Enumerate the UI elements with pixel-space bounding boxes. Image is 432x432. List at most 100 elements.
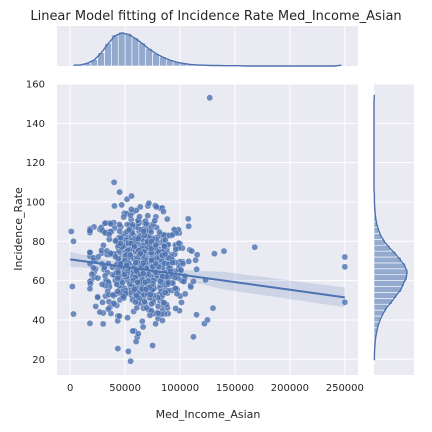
histogram-bar bbox=[124, 33, 133, 67]
histogram-bar bbox=[373, 292, 398, 299]
scatter-point bbox=[135, 330, 142, 337]
scatter-point bbox=[114, 274, 122, 282]
scatter-point bbox=[152, 260, 160, 268]
scatter-point bbox=[120, 213, 127, 221]
scatter-point bbox=[192, 256, 199, 264]
fit-line bbox=[70, 258, 345, 299]
scatter-point bbox=[88, 270, 96, 278]
scatter-point bbox=[160, 208, 167, 215]
scatter-point bbox=[151, 217, 158, 224]
scatter-point bbox=[209, 304, 217, 312]
scatter-point bbox=[92, 303, 99, 310]
histogram-bar bbox=[131, 37, 140, 67]
x-tick-label: 100000 bbox=[161, 383, 199, 394]
scatter-point bbox=[110, 299, 118, 307]
scatter-point bbox=[98, 281, 106, 288]
scatter-point bbox=[162, 289, 169, 296]
scatter-point bbox=[152, 320, 159, 328]
scatter-point bbox=[123, 195, 131, 203]
scatter-point bbox=[220, 247, 228, 255]
scatter-point bbox=[86, 285, 94, 292]
scatter-point bbox=[185, 258, 192, 265]
scatter-point bbox=[117, 234, 125, 242]
scatter-point bbox=[145, 199, 153, 207]
y-tick-label: 40 bbox=[32, 315, 45, 326]
scatter-point bbox=[116, 228, 123, 235]
x-tick-label: 250000 bbox=[326, 383, 364, 394]
scatter-point bbox=[204, 316, 211, 324]
scatter-point bbox=[185, 215, 192, 223]
scatter-point bbox=[169, 259, 176, 266]
scatter-point bbox=[161, 243, 168, 250]
scatter-point bbox=[101, 219, 109, 227]
scatter-point bbox=[99, 320, 107, 328]
y-tick-label: 20 bbox=[32, 355, 45, 366]
scatter-point bbox=[128, 206, 135, 213]
y-tick-label: 60 bbox=[32, 276, 45, 287]
scatter-point bbox=[156, 278, 164, 285]
scatter-point bbox=[131, 285, 139, 293]
scatter-point bbox=[148, 300, 155, 308]
y-tick-label: 160 bbox=[26, 80, 45, 91]
scatter-point bbox=[131, 243, 138, 250]
scatter-point bbox=[128, 192, 135, 200]
scatter-point bbox=[112, 237, 119, 245]
scatter-point bbox=[185, 223, 192, 230]
scatter-point bbox=[140, 270, 147, 277]
scatter-point bbox=[125, 348, 132, 355]
right-marginal-area bbox=[374, 84, 414, 375]
kde-curve bbox=[73, 32, 342, 67]
x-tick-labels: 0 50000 100000 150000 200000 250000 bbox=[67, 383, 364, 394]
scatter-point bbox=[118, 201, 125, 209]
scatter-point bbox=[154, 309, 162, 317]
scatter-point bbox=[177, 266, 185, 274]
scatter-point bbox=[116, 312, 123, 320]
scatter-point bbox=[68, 228, 75, 235]
scatter-point bbox=[251, 243, 258, 251]
scatter-point bbox=[99, 299, 106, 306]
scatter-point bbox=[179, 260, 187, 268]
scatter-point bbox=[163, 273, 171, 281]
scatter-point bbox=[110, 179, 118, 186]
scatter-point bbox=[171, 274, 179, 281]
scatter-point bbox=[161, 250, 169, 258]
scatter-point bbox=[175, 239, 183, 247]
scatter-point bbox=[341, 263, 349, 271]
y-tick-label: 80 bbox=[32, 237, 45, 248]
scatter-point bbox=[181, 290, 189, 298]
scatter-point bbox=[86, 227, 94, 234]
scatter-point bbox=[116, 221, 123, 228]
scatter-point bbox=[148, 228, 155, 236]
scatter-point bbox=[141, 278, 149, 286]
scatter-point bbox=[94, 293, 101, 301]
scatter-point bbox=[164, 279, 172, 287]
scatter-point bbox=[120, 293, 127, 300]
scatter-point bbox=[341, 253, 349, 261]
scatter-point bbox=[96, 308, 104, 316]
scatter-point bbox=[139, 318, 146, 325]
scatter-point bbox=[137, 249, 144, 257]
scatter-point bbox=[126, 251, 134, 259]
scatter-point bbox=[188, 247, 196, 255]
scatter-point bbox=[133, 292, 140, 299]
scatter-point bbox=[169, 231, 176, 239]
scatter-point bbox=[127, 211, 134, 219]
histogram-bar bbox=[373, 280, 405, 287]
scatter-point bbox=[162, 236, 169, 244]
scatter-points bbox=[68, 94, 349, 365]
scatter-point bbox=[69, 283, 76, 290]
scatter-point bbox=[70, 310, 77, 318]
scatter-point bbox=[180, 278, 188, 285]
scatter-point bbox=[134, 278, 141, 286]
scatter-point bbox=[112, 253, 119, 261]
x-tick-label: 50000 bbox=[109, 383, 141, 394]
y-tick-label: 100 bbox=[26, 197, 45, 208]
scatter-point bbox=[164, 215, 171, 223]
scatter-point bbox=[160, 299, 168, 307]
scatter-point bbox=[105, 305, 112, 313]
scatter-point bbox=[149, 342, 156, 349]
regression-line bbox=[70, 258, 345, 299]
scatter-point bbox=[111, 202, 118, 210]
y-tick-labels: 20 40 60 80 100 120 140 160 bbox=[26, 80, 45, 366]
